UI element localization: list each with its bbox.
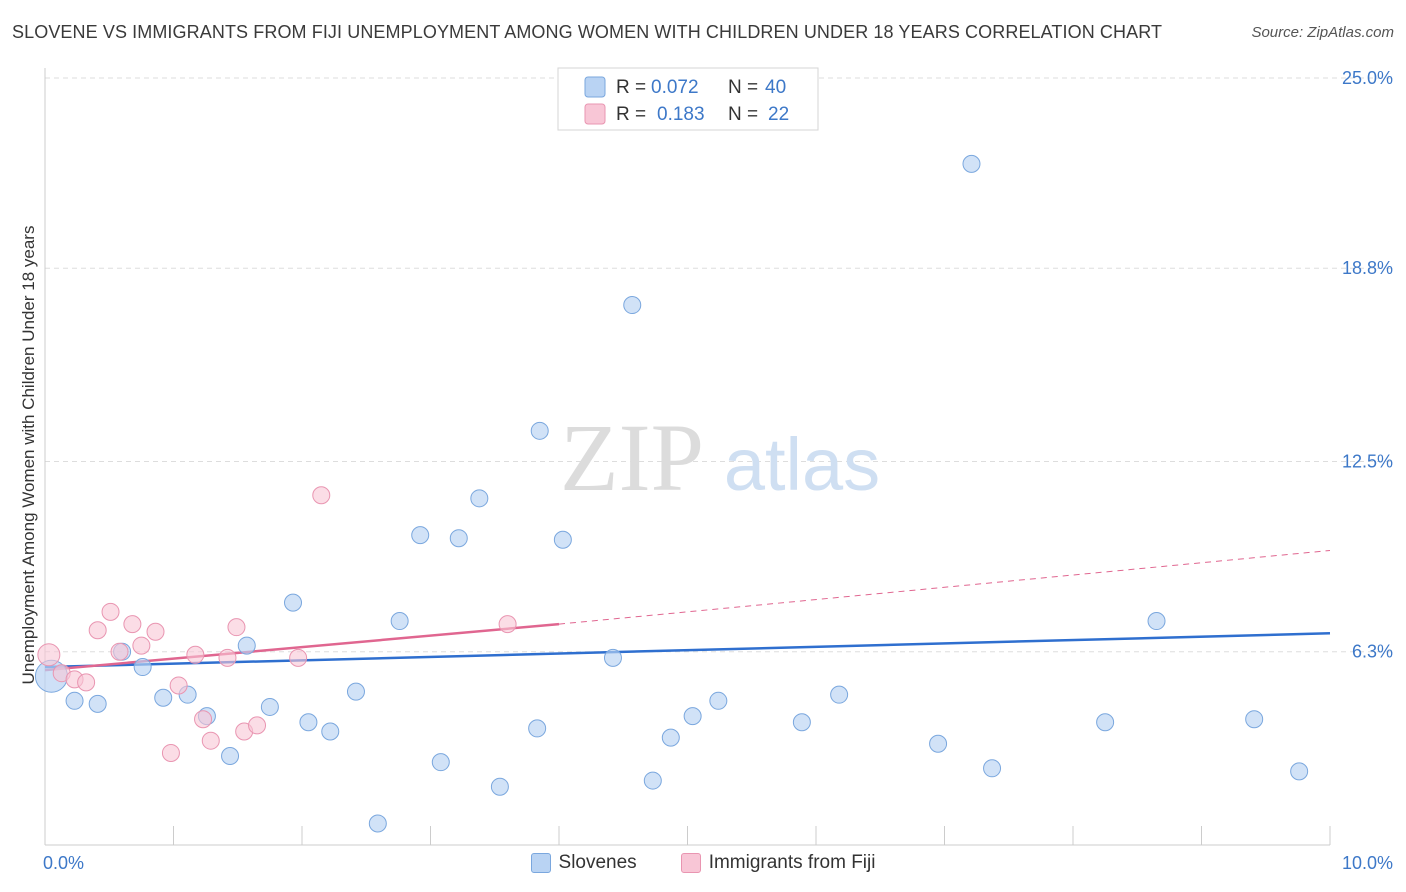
slovenes-point [221, 747, 240, 766]
y-tick-label: 6.3% [1352, 642, 1393, 662]
legend-bottom: Slovenes Immigrants from Fiji [0, 852, 1406, 874]
slovenes-point [390, 612, 409, 631]
watermark-atlas: atlas [724, 423, 880, 506]
data-points [34, 154, 1309, 833]
slovenes-point [449, 529, 468, 548]
slovenes-point [284, 593, 303, 612]
slovenes-point [1245, 710, 1264, 729]
y-tick-label: 12.5% [1342, 452, 1393, 472]
slovenes-point [65, 691, 84, 710]
legend-top: R = 0.072 N = 40 R = 0.183 N = 22 [557, 67, 819, 131]
legend-label-fiji: Immigrants from Fiji [708, 852, 876, 873]
legend-r-value: 0.072 [651, 77, 699, 98]
slovenes-point [1290, 762, 1309, 781]
fiji-point [227, 618, 246, 637]
fiji-point [110, 642, 129, 661]
grid-lines [45, 77, 1393, 653]
legend-label-slovenes: Slovenes [558, 852, 637, 873]
fiji-trendline [44, 622, 560, 672]
slovenes-point [299, 713, 318, 732]
watermark-zip: ZIP [560, 404, 704, 511]
axes [44, 68, 1331, 846]
slovenes-point [490, 777, 509, 796]
legend-r-label: R = [616, 77, 646, 98]
slovenes-point [411, 526, 430, 545]
slovenes-point [133, 658, 152, 677]
slovenes-point [470, 489, 489, 508]
slovenes-point [603, 648, 622, 667]
slovenes-point [346, 682, 365, 701]
fiji-point [37, 643, 61, 667]
chart-title: SLOVENE VS IMMIGRANTS FROM FIJI UNEMPLOY… [12, 22, 1163, 42]
source-label: Source: ZipAtlas.com [1251, 24, 1394, 41]
slovenes-point [709, 691, 728, 710]
slovenes-point [528, 719, 547, 738]
fiji-point [248, 716, 267, 735]
fiji-point [312, 486, 331, 505]
fiji-point [218, 648, 237, 667]
fiji-trendline-extension [558, 549, 1331, 625]
fiji-point [289, 648, 308, 667]
legend-item-slovenes[interactable]: Slovenes [530, 852, 637, 874]
y-axis-label: Unemployment Among Women with Children U… [19, 226, 38, 685]
slovenes-point [683, 707, 702, 726]
legend-n-value: 40 [765, 77, 786, 98]
legend-n-label: N = [728, 104, 758, 125]
legend-r-label: R = [616, 104, 646, 125]
slovenes-point [321, 722, 340, 741]
slovenes-point [237, 636, 256, 655]
slovenes-point [368, 814, 387, 833]
legend-swatch-slovenes [584, 76, 606, 98]
fiji-point [77, 673, 96, 692]
legend-item-fiji[interactable]: Immigrants from Fiji [680, 852, 876, 874]
slovenes-point [1147, 612, 1166, 631]
slovenes-point [983, 759, 1002, 778]
slovenes-point [962, 154, 981, 173]
fiji-point [132, 636, 151, 655]
legend-n-value: 22 [768, 104, 789, 125]
slovenes-point [530, 421, 549, 440]
slovenes-point [431, 753, 450, 772]
x-tick-label: 0.0% [43, 853, 84, 873]
trend-lines [44, 549, 1331, 672]
slovenes-trendline [44, 632, 1331, 669]
legend-r-value: 0.183 [657, 104, 705, 125]
slovenes-point [623, 296, 642, 315]
slovenes-point [553, 530, 572, 549]
slovenes-point [830, 685, 849, 704]
y-tick-label: 25.0% [1342, 68, 1393, 88]
slovenes-point [792, 713, 811, 732]
legend-n-label: N = [728, 77, 758, 98]
fiji-point [194, 710, 213, 729]
slovenes-point [1096, 713, 1115, 732]
fiji-point [498, 615, 517, 634]
fiji-point [101, 602, 120, 621]
legend-swatch-fiji [680, 853, 701, 873]
slovenes-point [643, 771, 662, 790]
fiji-point [169, 676, 188, 695]
slovenes-point [661, 728, 680, 747]
slovenes-point [929, 734, 948, 753]
fiji-point [201, 731, 220, 750]
fiji-point [146, 622, 165, 641]
y-tick-label: 18.8% [1342, 258, 1393, 278]
slovenes-point [260, 697, 279, 716]
fiji-point [88, 621, 107, 640]
slovenes-point [88, 694, 107, 713]
legend-swatch-slovenes [530, 853, 551, 873]
y-tick-labels: 6.3% 12.5% 18.8% 25.0% [1342, 68, 1393, 662]
fiji-point [161, 743, 180, 762]
fiji-point [186, 645, 205, 664]
legend-swatch-fiji [584, 103, 606, 125]
x-tick-labels: 0.0% 10.0% [43, 853, 1393, 873]
x-tick-label: 10.0% [1342, 853, 1393, 873]
slovenes-point [154, 688, 173, 707]
fiji-point [123, 615, 142, 634]
